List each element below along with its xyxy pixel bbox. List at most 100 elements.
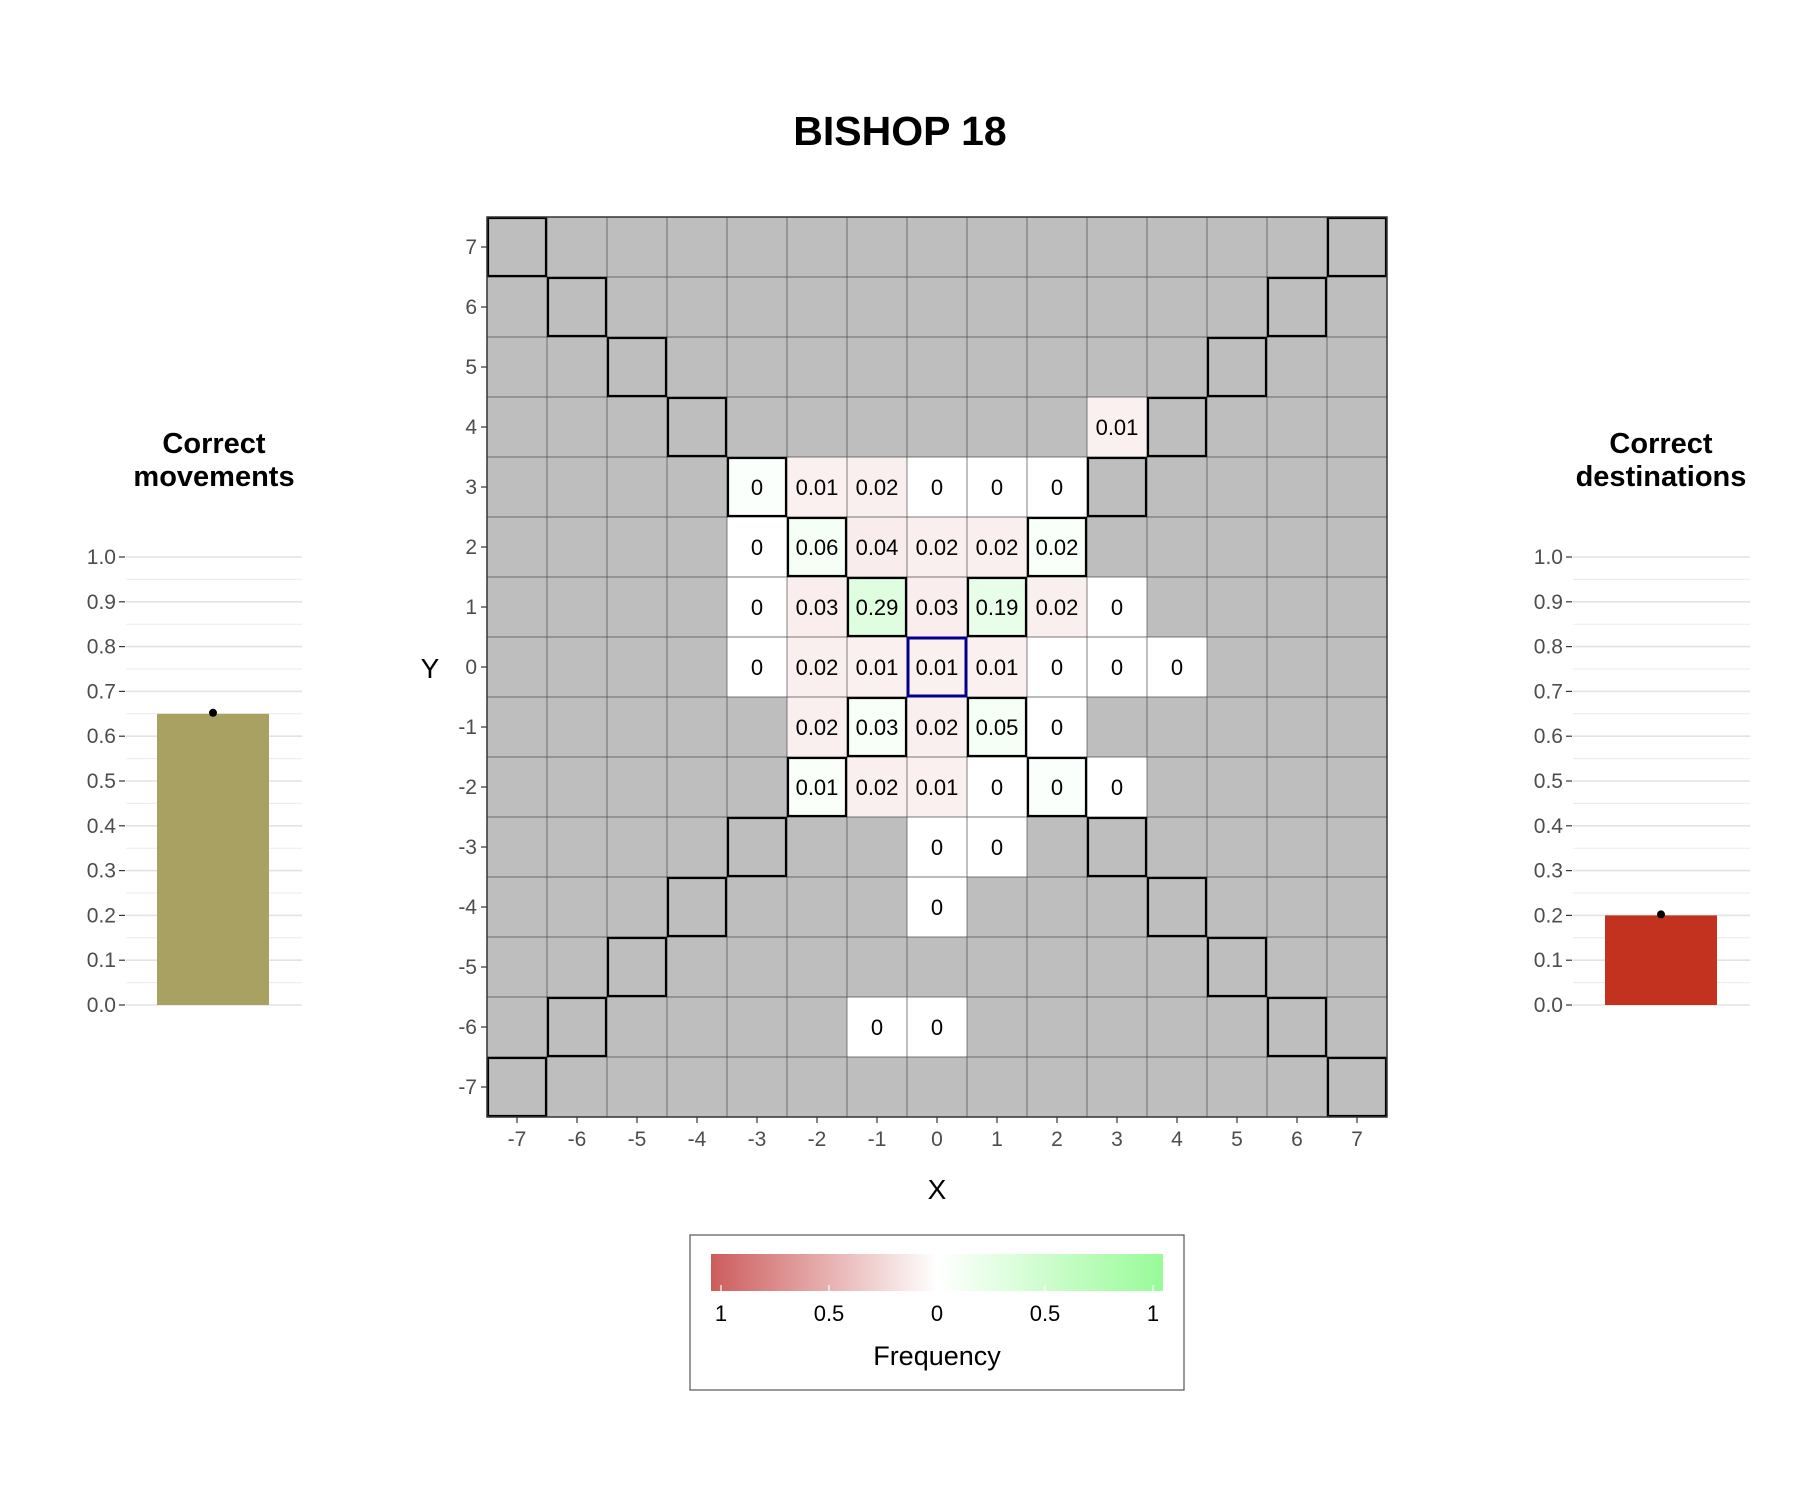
legend-colorbar: [711, 1254, 1163, 1291]
heatmap-cell: [847, 517, 907, 577]
heatmap-cell: [847, 457, 907, 517]
heatmap-cell: [907, 817, 967, 877]
x-axis-label: X: [928, 1174, 947, 1205]
bar-y-tick-label: 0.2: [87, 904, 116, 927]
heatmap-cell: [967, 757, 1027, 817]
correct-movements-bar: [157, 713, 269, 1005]
x-tick-label: -6: [568, 1128, 587, 1151]
bishop-move-outline: [1326, 216, 1388, 278]
cell-value-label: 0.19: [976, 595, 1019, 620]
bishop-move-outline: [726, 816, 788, 878]
cell-value-label: 0: [931, 1015, 943, 1040]
cell-value-label: 0.03: [916, 595, 959, 620]
heatmap-cell: [727, 577, 787, 637]
cell-value-label: 0: [1051, 775, 1063, 800]
bar-y-tick-label: 1.0: [1534, 546, 1563, 569]
y-axis-label: Y: [421, 653, 440, 684]
cell-value-label: 0.02: [856, 775, 899, 800]
bishop-move-outline: [1206, 336, 1268, 398]
bar-y-tick-label: 0.8: [87, 636, 116, 659]
cell-value-label: 0: [931, 895, 943, 920]
bar-y-tick-label: 0.3: [1534, 860, 1563, 883]
heatmap-cell: [727, 637, 787, 697]
cell-value-label: 0: [931, 475, 943, 500]
x-tick-label: -7: [508, 1128, 527, 1151]
cell-value-label: 0: [1111, 775, 1123, 800]
cell-value-label: 0.02: [856, 475, 899, 500]
bar-y-tick-label: 0.7: [87, 680, 116, 703]
bishop-move-outline: [606, 336, 668, 398]
cell-value-label: 0.29: [856, 595, 899, 620]
cell-value-label: 0.05: [976, 715, 1019, 740]
x-tick-label: 0: [931, 1128, 943, 1151]
bar-y-tick-label: 0.2: [1534, 904, 1563, 927]
bar-y-tick-label: 0.9: [87, 591, 116, 614]
cell-value-label: 0.02: [916, 715, 959, 740]
legend-tick-label: 0.5: [1030, 1301, 1061, 1326]
correct-movements-title-line-2: movements: [133, 461, 295, 493]
bar-y-tick-label: 1.0: [87, 546, 116, 569]
heatmap-cell: [907, 757, 967, 817]
board: 0.01 0 0.01 0.02 0 0 0 0 0.06 0.04 0.02 0.02 0.02 0 0.…: [486, 216, 1388, 1118]
legend-tick-label: 0: [931, 1301, 943, 1326]
y-tick-label: -4: [458, 896, 477, 919]
cell-value-label: 0.01: [796, 475, 839, 500]
cell-value-label: 0: [931, 835, 943, 860]
heatmap-cell: [907, 457, 967, 517]
bishop-move-outline: [1146, 876, 1208, 938]
y-tick-label: 5: [465, 356, 477, 379]
bishop-move-outline: [606, 936, 668, 998]
legend-tick-label: 0.5: [814, 1301, 845, 1326]
bar-y-tick-label: 0.8: [1534, 636, 1563, 659]
bishop-move-outline: [1146, 396, 1208, 458]
legend-title: Frequency: [873, 1341, 1001, 1371]
heatmap-cell: [1087, 757, 1147, 817]
correct-destinations-title-line-2: destinations: [1575, 461, 1747, 493]
correct-movements-title: Correct movements: [84, 428, 344, 494]
heatmap-cell: [1027, 637, 1087, 697]
bar-y-tick-label: 0.0: [87, 994, 116, 1017]
cell-value-label: 0.02: [976, 535, 1019, 560]
bishop-move-outline: [786, 756, 848, 818]
y-tick-label: -3: [458, 836, 477, 859]
x-tick-label: 6: [1291, 1128, 1303, 1151]
heatmap-cell: [907, 637, 967, 697]
bishop-move-outline: [1026, 516, 1088, 578]
bar-y-tick-label: 0.7: [1534, 680, 1563, 703]
correct-destinations-title: Correct destinations: [1531, 428, 1791, 494]
correct-movements-point: [209, 708, 217, 717]
heatmap-cells: [727, 397, 1207, 1057]
legend-tick-label: 1: [1147, 1301, 1159, 1326]
bar-y-tick-label: 0.1: [1534, 949, 1563, 972]
heatmap-cell: [1027, 757, 1087, 817]
x-tick-label: -5: [628, 1128, 647, 1151]
heatmap-cell: [847, 997, 907, 1057]
bishop-move-outline: [1266, 996, 1328, 1058]
heatmap-cell: [907, 697, 967, 757]
x-tick-label: 1: [991, 1128, 1003, 1151]
cell-value-label: 0: [1051, 655, 1063, 680]
x-tick-label: -2: [808, 1128, 827, 1151]
correct-movements-panel: 0.0 0.1 0.2 0.3 0.4 0.5 0.6 0.7 0.8 0.9 1.0: [87, 546, 302, 1017]
y-tick-label: -6: [458, 1016, 477, 1039]
heatmap-cell: [1087, 577, 1147, 637]
bar-y-tick-label: 0.4: [1534, 815, 1564, 838]
heatmap-cell: [1087, 397, 1147, 457]
heatmap-cell: [847, 757, 907, 817]
bishop-move-outline: [666, 876, 728, 938]
cell-value-label: 0: [751, 655, 763, 680]
legend: 1 0.5 0 0.5 1 Frequency: [689, 1234, 1185, 1391]
x-tick-label: 3: [1111, 1128, 1123, 1151]
y-tick-label: 0: [465, 656, 477, 679]
cell-value-label: 0: [751, 475, 763, 500]
heatmap-cell: [1087, 637, 1147, 697]
bishop-move-outline: [546, 996, 608, 1058]
correct-destinations-bar: [1605, 915, 1717, 1005]
heatmap-cell: [787, 577, 847, 637]
cell-value-label: 0.01: [1096, 415, 1139, 440]
cell-value-label: 0.01: [856, 655, 899, 680]
cell-value-label: 0.01: [976, 655, 1019, 680]
bishop-move-outline: [966, 696, 1028, 758]
cell-value-label: 0.01: [916, 655, 959, 680]
cell-value-label: 0: [1051, 475, 1063, 500]
